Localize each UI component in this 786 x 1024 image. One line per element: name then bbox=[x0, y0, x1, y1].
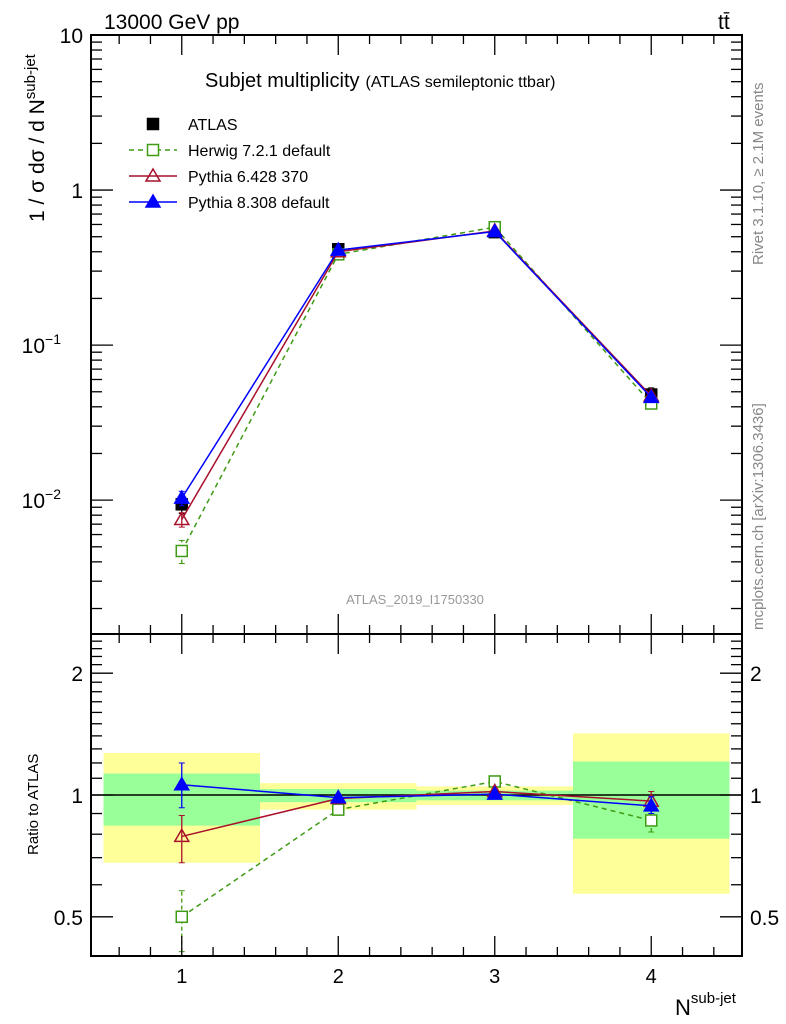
ratio-y-tick-label-left: 1 bbox=[71, 785, 83, 808]
main-y-label-text: 1 / σ dσ / d N bbox=[26, 99, 49, 222]
plot-marks bbox=[173, 220, 660, 953]
ratio-herwig-7-2-1-default-line bbox=[181, 780, 652, 918]
x-label-text: N bbox=[675, 995, 691, 1020]
x-tick-label: 4 bbox=[646, 966, 657, 988]
ratio-herwig-7-2-1-default-point bbox=[175, 910, 189, 924]
side-label-rivet: Rivet 3.1.10, ≥ 2.1M events bbox=[750, 83, 767, 266]
ratio-pythia-8-308-default-point bbox=[486, 785, 504, 800]
plot-axes: 1 2 3 4 10 1 10−1 10−2 2 2 1 1 0.5 0.5 bbox=[22, 25, 780, 988]
ratio-pythia-8-308-default-point bbox=[329, 789, 347, 804]
ratio-y-tick-label-right: 2 bbox=[750, 663, 762, 686]
legend-label: Pythia 8.308 default bbox=[188, 195, 330, 212]
legend-item-herwig-7-2-1-default: Herwig 7.2.1 default bbox=[129, 143, 331, 160]
x-tick-label: 2 bbox=[333, 966, 344, 988]
main-y-tick-label: 10−2 bbox=[22, 486, 62, 513]
legend-item-atlas: ATLAS bbox=[146, 117, 238, 134]
legend-label: Herwig 7.2.1 default bbox=[188, 143, 331, 160]
ratio-y-tick-label-left: 0.5 bbox=[54, 907, 83, 930]
legend-marker bbox=[146, 117, 160, 131]
ratio-herwig-7-2-1-default-point bbox=[644, 814, 658, 827]
x-axis-label: Nsub-jet bbox=[675, 990, 737, 1020]
main-pythia-8-308-default-point bbox=[173, 489, 191, 504]
x-tick-label: 3 bbox=[489, 966, 500, 988]
main-herwig-7-2-1-default-point bbox=[175, 544, 189, 558]
main-y-label-sup: sub-jet bbox=[22, 53, 39, 99]
energy-label: 13000 GeV pp bbox=[104, 11, 239, 34]
main-pythia-6-428-370-point bbox=[173, 511, 191, 526]
ratio-y-tick-label-left: 2 bbox=[71, 663, 83, 686]
legend-label: Pythia 6.428 370 bbox=[188, 169, 308, 186]
plot-title: Subjet multiplicity (ATLAS semileptonic t… bbox=[205, 70, 556, 92]
plot-title-main: Subjet multiplicity bbox=[205, 70, 360, 92]
process-label: tt̄ bbox=[718, 11, 730, 34]
main-pythia-6-428-370-line bbox=[181, 230, 652, 520]
ratio-y-tick-label-right: 1 bbox=[750, 785, 762, 808]
main-y-tick-label: 10−1 bbox=[22, 331, 62, 358]
legend-marker bbox=[144, 193, 162, 208]
x-label-sup: sub-jet bbox=[691, 990, 737, 1007]
main-y-tick-exponent: −1 bbox=[45, 331, 61, 347]
main-y-tick-label: 10 bbox=[60, 25, 83, 48]
ratio-uncertainty-bands bbox=[91, 733, 742, 894]
main-pythia-8-308-default-line bbox=[181, 230, 652, 499]
ratio-pythia-8-308-default-point bbox=[642, 797, 660, 812]
side-label-mcplots: mcplots.cern.ch [arXiv:1306.3436] bbox=[750, 403, 767, 630]
legend: ATLAS Herwig 7.2.1 default Pythia 6.428 37… bbox=[129, 117, 331, 212]
ratio-pythia-6-428-370-line bbox=[181, 790, 652, 838]
ratio-y-tick-label-right: 0.5 bbox=[750, 907, 779, 930]
main-y-tick-exponent: −2 bbox=[45, 486, 61, 502]
analysis-id-watermark: ATLAS_2019_I1750330 bbox=[346, 592, 484, 607]
main-pythia-8-308-default-point bbox=[642, 388, 660, 404]
main-y-tick-label: 1 bbox=[71, 180, 83, 203]
legend-marker bbox=[144, 167, 162, 182]
ratio-pythia-6-428-370-point bbox=[173, 827, 191, 843]
main-pythia-8-308-default-point bbox=[329, 241, 347, 256]
legend-label: ATLAS bbox=[188, 117, 238, 134]
main-pythia-8-308-default-point bbox=[486, 223, 504, 238]
ratio-pythia-8-308-default-point bbox=[173, 776, 191, 791]
ratio-pythia-8-308-default-line bbox=[181, 784, 652, 807]
legend-marker bbox=[146, 143, 160, 157]
x-tick-label: 1 bbox=[176, 966, 187, 988]
ratio-y-axis-label: Ratio to ATLAS bbox=[25, 754, 42, 855]
main-y-axis-label: 1 / σ dσ / d Nsub-jet bbox=[22, 53, 49, 222]
legend-item-pythia-6-428-370: Pythia 6.428 370 bbox=[129, 167, 308, 186]
legend-item-pythia-8-308-default: Pythia 8.308 default bbox=[129, 193, 330, 212]
main-herwig-7-2-1-default-line bbox=[181, 226, 652, 552]
plot-title-sub: (ATLAS semileptonic ttbar) bbox=[366, 74, 556, 91]
ratio-herwig-7-2-1-default-point bbox=[332, 803, 345, 816]
